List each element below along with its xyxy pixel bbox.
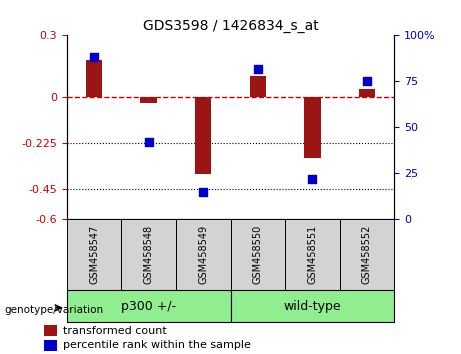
Text: GSM458550: GSM458550 — [253, 225, 263, 284]
Bar — [359, 88, 375, 97]
Bar — [230, 290, 394, 322]
Bar — [230, 219, 285, 292]
Text: transformed count: transformed count — [63, 326, 167, 336]
Text: GSM458547: GSM458547 — [89, 225, 99, 284]
Point — [308, 176, 316, 182]
Bar — [67, 290, 230, 322]
Text: p300 +/-: p300 +/- — [121, 300, 176, 313]
Text: GSM458548: GSM458548 — [144, 225, 154, 284]
Bar — [249, 76, 266, 97]
Text: genotype/variation: genotype/variation — [5, 305, 104, 315]
Bar — [304, 97, 320, 158]
Point — [363, 79, 371, 84]
Bar — [285, 219, 340, 292]
Bar — [44, 325, 57, 336]
Point — [90, 55, 98, 60]
Point — [254, 66, 261, 72]
Point — [145, 139, 152, 145]
Text: percentile rank within the sample: percentile rank within the sample — [63, 341, 251, 350]
Bar — [195, 97, 212, 175]
Bar — [86, 60, 102, 97]
Bar — [176, 219, 230, 292]
Text: GSM458549: GSM458549 — [198, 225, 208, 284]
Text: wild-type: wild-type — [284, 300, 341, 313]
Bar — [67, 219, 121, 292]
Bar — [44, 340, 57, 351]
Point — [200, 189, 207, 195]
Bar — [121, 219, 176, 292]
Bar — [340, 219, 394, 292]
Bar — [141, 97, 157, 103]
Title: GDS3598 / 1426834_s_at: GDS3598 / 1426834_s_at — [142, 19, 319, 33]
Text: GSM458551: GSM458551 — [307, 225, 317, 284]
Text: GSM458552: GSM458552 — [362, 225, 372, 284]
